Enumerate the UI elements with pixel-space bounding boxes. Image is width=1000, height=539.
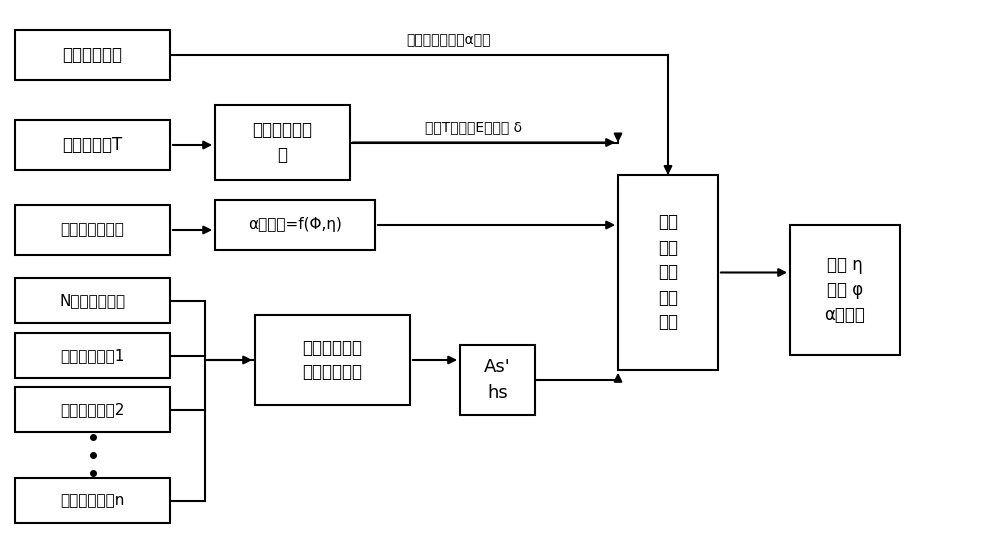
- Text: 经度 η
纬度 φ
α磁偏角: 经度 η 纬度 φ α磁偏角: [825, 256, 865, 324]
- Bar: [618, 175, 718, 370]
- Text: 偏振光传感器1: 偏振光传感器1: [60, 348, 125, 363]
- Bar: [215, 105, 350, 180]
- Bar: [255, 315, 410, 405]
- Bar: [15, 205, 170, 255]
- Bar: [15, 478, 170, 523]
- Text: N个光强传感器: N个光强传感器: [59, 293, 126, 308]
- Text: 磁偏角查询模块: 磁偏角查询模块: [61, 223, 124, 238]
- Text: 三维电子罗盘: 三维电子罗盘: [62, 46, 122, 64]
- Text: 偏振光传感器2: 偏振光传感器2: [60, 402, 125, 417]
- Text: 天文历查询模
块: 天文历查询模 块: [252, 121, 312, 164]
- Text: 时间T，时差E和赤纬 δ: 时间T，时差E和赤纬 δ: [425, 121, 523, 135]
- Text: 多方向偏振光
信息融合模块: 多方向偏振光 信息融合模块: [302, 338, 362, 382]
- Bar: [790, 225, 900, 355]
- Bar: [15, 120, 170, 170]
- Bar: [215, 200, 375, 250]
- Bar: [15, 387, 170, 432]
- Text: 偏振光传感器n: 偏振光传感器n: [60, 493, 125, 508]
- Text: 求解
经纬
度并
实时
显示: 求解 经纬 度并 实时 显示: [658, 213, 678, 331]
- Text: 上位机时间T: 上位机时间T: [62, 136, 123, 154]
- Text: 体轴与磁北夹角α磁北: 体轴与磁北夹角α磁北: [407, 33, 491, 47]
- Bar: [15, 333, 170, 378]
- Text: As'
hs: As' hs: [484, 358, 511, 402]
- Bar: [15, 30, 170, 80]
- Bar: [460, 345, 535, 415]
- Text: α磁偏角=f(Φ,η): α磁偏角=f(Φ,η): [248, 218, 342, 232]
- Bar: [15, 278, 170, 323]
